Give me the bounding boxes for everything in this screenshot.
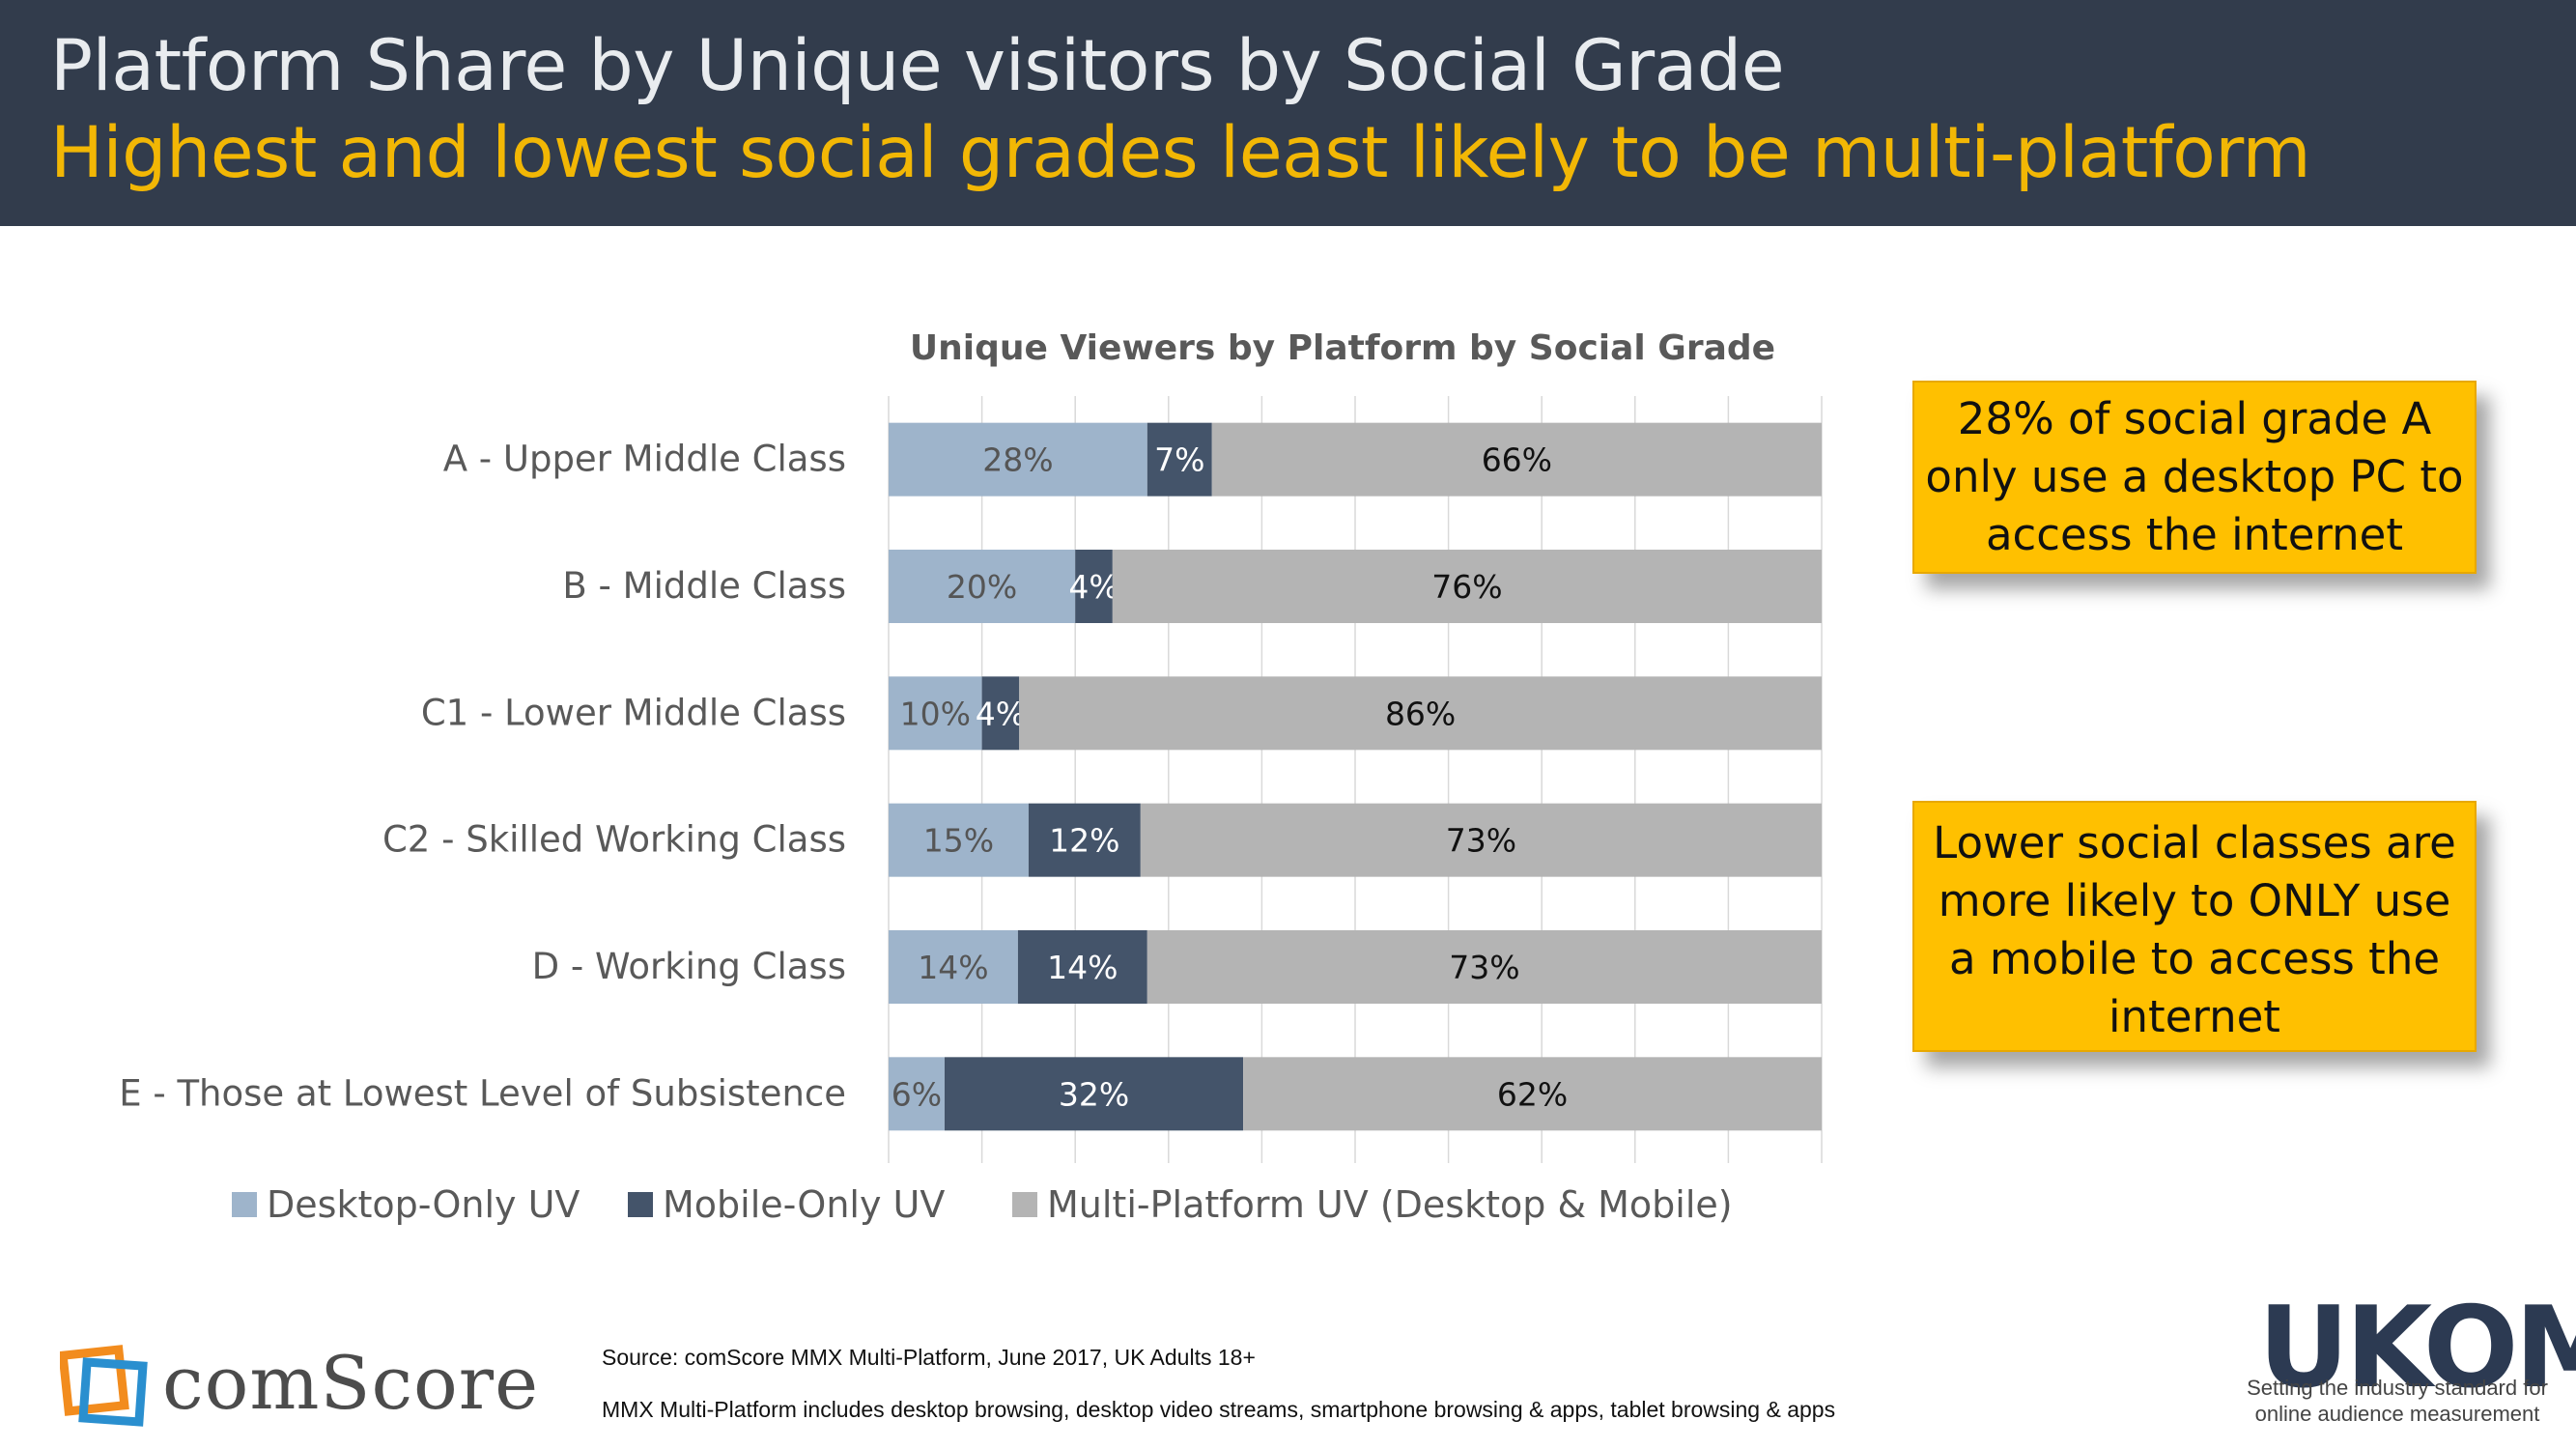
bar-segment [889, 676, 982, 751]
data-label: 66% [1482, 441, 1552, 479]
stacked-bar-chart: Unique Viewers by Platform by Social Gra… [119, 328, 1823, 1226]
methodology-note: MMX Multi-Platform includes desktop brow… [602, 1397, 1836, 1422]
bar-segment [889, 422, 1147, 497]
data-label: 76% [1431, 568, 1502, 606]
page-title: Platform Share by Unique visitors by Soc… [50, 25, 1785, 107]
bar-segment [889, 803, 1029, 877]
bar-segment [944, 1057, 1244, 1131]
data-label: 15% [923, 822, 994, 860]
data-label: 12% [1049, 822, 1119, 860]
category-label: C1 - Lower Middle Class [421, 692, 846, 733]
ukom-tagline-line1: Setting the industry standard for [2247, 1376, 2548, 1400]
bar-segment [1146, 422, 1212, 497]
category-label: C2 - Skilled Working Class [382, 819, 846, 861]
data-label: 28% [982, 441, 1053, 479]
data-label: 32% [1059, 1075, 1129, 1113]
bar-segment [889, 1057, 945, 1131]
data-label: 7% [1154, 441, 1204, 479]
bar-segment [1243, 1057, 1822, 1131]
page-subtitle: Highest and lowest social grades least l… [50, 112, 2311, 194]
data-label: 4% [976, 695, 1026, 732]
data-label: 73% [1449, 949, 1519, 986]
bar-segment [1075, 550, 1113, 623]
category-label: B - Middle Class [562, 565, 846, 607]
data-label: 14% [918, 949, 988, 986]
data-label: 86% [1385, 695, 1456, 732]
bar-segment [1140, 803, 1822, 877]
category-label: A - Upper Middle Class [443, 439, 846, 480]
bar-segment [1028, 803, 1141, 877]
chart-title: Unique Viewers by Platform by Social Gra… [910, 328, 1775, 368]
comscore-logo-icon [60, 1345, 148, 1427]
ukom-logo-wordmark: UKOM [2258, 1283, 2576, 1413]
legend-label: Mobile-Only UV [663, 1183, 945, 1226]
callout-grade-a-desktop: 28% of social grade A only use a desktop… [1912, 381, 2477, 574]
data-label: 4% [1068, 568, 1118, 606]
callout-lower-classes-mobile: Lower social classes are more likely to … [1912, 801, 2477, 1052]
category-label: D - Working Class [532, 946, 846, 987]
header-bar: Platform Share by Unique visitors by Soc… [0, 0, 2576, 226]
legend-label: Multi-Platform UV (Desktop & Mobile) [1047, 1183, 1733, 1226]
data-label: 10% [900, 695, 971, 732]
bar-segment [1019, 676, 1822, 751]
legend-label: Desktop-Only UV [267, 1183, 580, 1226]
bar-segment [889, 550, 1076, 623]
data-label: 6% [892, 1075, 942, 1113]
data-label: 62% [1497, 1075, 1568, 1113]
source-note: Source: comScore MMX Multi-Platform, Jun… [602, 1345, 1256, 1370]
data-label: 20% [947, 568, 1017, 606]
data-label: 14% [1047, 949, 1118, 986]
comscore-wordmark: comScore [162, 1340, 540, 1426]
data-label: 73% [1446, 822, 1516, 860]
category-label: E - Those at Lowest Level of Subsistence [119, 1072, 846, 1114]
bar-segment [1211, 422, 1822, 497]
bar-segment [981, 676, 1020, 751]
legend-swatch [232, 1192, 257, 1217]
bar-segment [889, 930, 1018, 1004]
bar-segment [1112, 550, 1822, 623]
bar-segment [1146, 930, 1822, 1004]
ukom-tagline-line2: online audience measurement [2254, 1402, 2540, 1426]
bar-segment [1017, 930, 1147, 1004]
legend-swatch [1012, 1192, 1037, 1217]
legend-swatch [628, 1192, 653, 1217]
